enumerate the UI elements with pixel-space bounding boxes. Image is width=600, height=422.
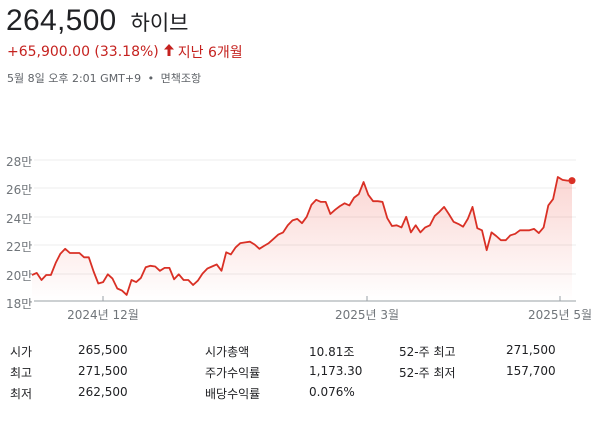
x-tick-label: 2025년 5월 — [527, 308, 593, 322]
stat-label-high: 최고 — [10, 366, 33, 380]
stat-value-dividend-yield: 0.076% — [309, 385, 355, 399]
last-price-dot[interactable] — [568, 177, 576, 185]
y-tick-label: 22만 — [6, 240, 33, 254]
arrow-up-icon — [163, 44, 174, 60]
price-change: +65,900.00 (33.18%) 지난 6개월 — [7, 42, 243, 62]
stat-label-low: 최저 — [10, 387, 33, 401]
y-tick-label: 20만 — [6, 269, 33, 283]
stat-value-pe-ratio: 1,173.30 — [309, 364, 363, 378]
price-chart[interactable] — [0, 140, 600, 330]
separator: • — [147, 72, 155, 85]
stat-value-market-cap: 10.81조 — [309, 345, 355, 359]
disclaimer-link[interactable]: 면책조항 — [160, 72, 202, 85]
x-tick-label: 2025년 3월 — [334, 308, 400, 322]
y-tick-label: 28만 — [6, 155, 33, 169]
stat-value-open: 265,500 — [78, 343, 128, 357]
stats-row: 시가 265,500 시가총액 10.81조 52-주 최고 271,500 — [0, 343, 600, 363]
stat-value-52w-low: 157,700 — [506, 364, 556, 378]
timestamp: 5월 8일 오후 2:01 GMT+9 — [7, 72, 142, 85]
stats-row: 최고 271,500 주가수익률 1,173.30 52-주 최저 157,70… — [0, 364, 600, 384]
stat-label-open: 시가 — [10, 345, 33, 359]
y-tick-label: 18만 — [6, 297, 33, 311]
change-value: +65,900.00 (33.18%) — [7, 44, 159, 60]
stat-value-high: 271,500 — [78, 364, 128, 378]
stat-label-52w-high: 52-주 최고 — [399, 345, 456, 359]
stat-value-52w-high: 271,500 — [506, 343, 556, 357]
y-tick-label: 26만 — [6, 183, 33, 197]
stat-label-dividend-yield: 배당수익률 — [205, 387, 261, 401]
price-line — [31, 176, 572, 296]
current-price: 264,500 — [6, 4, 117, 37]
timestamp-row: 5월 8일 오후 2:01 GMT+9 • 면책조항 — [7, 70, 201, 86]
stat-label-52w-low: 52-주 최저 — [399, 366, 456, 380]
stat-label-pe-ratio: 주가수익률 — [205, 366, 261, 380]
stat-value-low: 262,500 — [78, 385, 128, 399]
area-fill — [32, 177, 572, 301]
x-ticks — [102, 296, 561, 301]
company-name: 하이브 — [130, 11, 189, 35]
stat-label-market-cap: 시가총액 — [205, 345, 250, 359]
price-header: 264,500 하이브 — [6, 4, 189, 38]
y-tick-label: 24만 — [6, 212, 33, 226]
stats-row: 최저 262,500 배당수익률 0.076% — [0, 385, 600, 405]
change-period: 지난 6개월 — [177, 45, 243, 61]
x-tick-label: 2024년 12월 — [67, 308, 139, 322]
